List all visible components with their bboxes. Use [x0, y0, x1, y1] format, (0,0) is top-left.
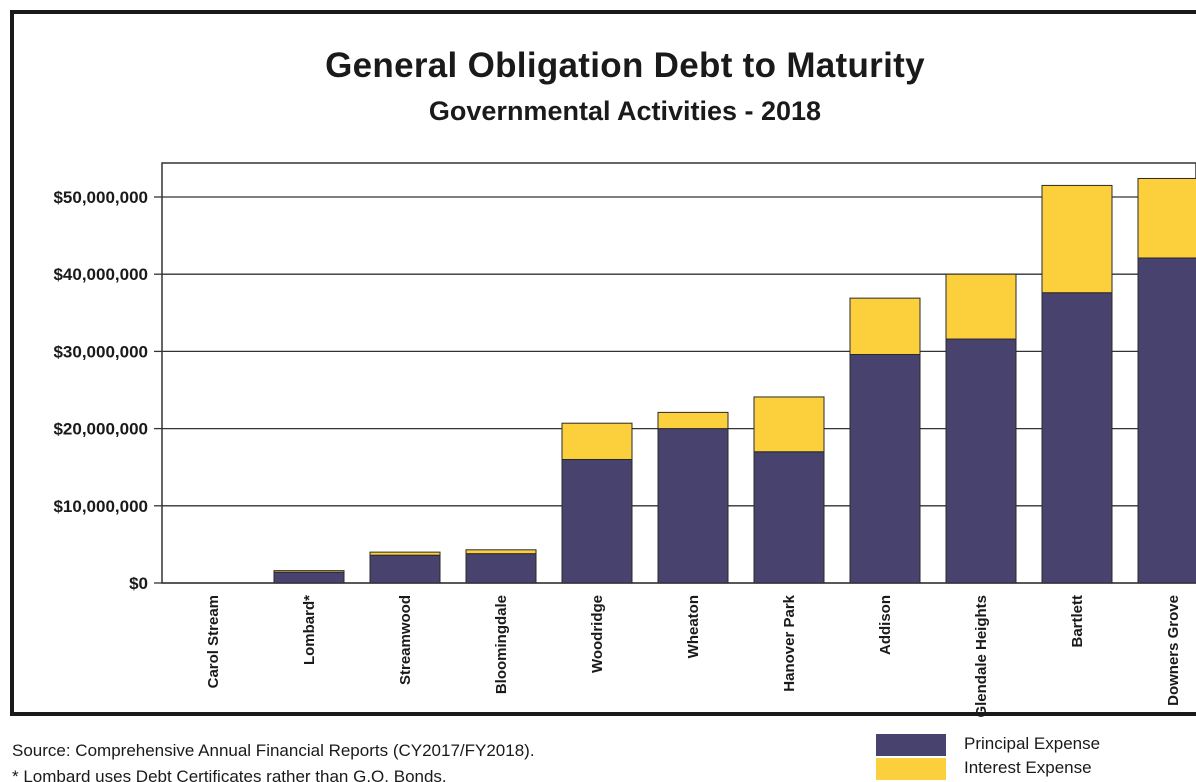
x-tick-label: Hanover Park [781, 594, 798, 691]
bar-interest-addison [849, 297, 921, 355]
footnotes: Source: Comprehensive Annual Financial R… [12, 738, 832, 782]
bar-principal-hanover-park [753, 451, 825, 584]
bar-principal-streamwood [369, 554, 441, 584]
y-tick-label: $20,000,000 [53, 420, 148, 439]
bar-principal-glendale-heights [945, 338, 1017, 584]
x-tick-label: Streamwood [397, 595, 414, 685]
y-axis-ticks: $0 $10,000,000 $20,000,000 $30,000,000 $40,0… [53, 188, 148, 593]
bar-interest-bartlett [1041, 184, 1113, 294]
lombard-note: * Lombard uses Debt Certificates rather … [12, 767, 447, 782]
legend-item-principal: Principal Expense [876, 732, 1196, 758]
y-tick-label: $30,000,000 [53, 342, 148, 361]
x-axis-ticks: Carol Stream Lombard* Streamwood Bloomingda… [205, 594, 1182, 717]
x-tick-label: Downers Grove [1165, 595, 1182, 706]
x-tick-label: Wheaton [685, 595, 702, 658]
y-tick-label: $10,000,000 [53, 497, 148, 516]
bar-principal-wheaton [657, 428, 729, 584]
bar-interest-downers-grove [1137, 177, 1196, 259]
y-tick-label: $50,000,000 [53, 188, 148, 207]
x-tick-label: Bartlett [1069, 595, 1086, 648]
bar-interest-glendale-heights [945, 273, 1017, 340]
y-tick-label: $0 [129, 574, 148, 593]
legend-item-interest: Interest Expense [876, 756, 1196, 782]
source-note: Source: Comprehensive Annual Financial R… [12, 741, 535, 760]
bar-interest-hanover-park [753, 396, 825, 453]
bar-principal-addison [849, 353, 921, 584]
x-tick-label: Addison [877, 595, 894, 655]
bar-principal-bartlett [1041, 292, 1113, 584]
x-tick-label: Woodridge [589, 595, 606, 673]
bar-principal-downers-grove [1137, 257, 1196, 584]
bar-principal-woodridge [561, 458, 633, 584]
y-tick-label: $40,000,000 [53, 265, 148, 284]
bar-interest-bloomingdale [465, 549, 537, 555]
x-tick-label: Bloomingdale [493, 595, 510, 694]
bar-principal-lombard [273, 571, 345, 584]
bar-interest-lombard [273, 570, 345, 573]
bar-interest-wheaton [657, 411, 729, 430]
bar-chart: $0 $10,000,000 $20,000,000 $30,000,000 $40,0… [53, 162, 1196, 718]
bar-principal-bloomingdale [465, 553, 537, 584]
chart-subtitle: Governmental Activities - 2018 [428, 96, 822, 126]
bar-interest-streamwood [369, 551, 441, 556]
chart-title: General Obligation Debt to Maturity [325, 46, 925, 85]
legend-label-interest: Interest Expense [964, 758, 1092, 777]
bar-interest-woodridge [561, 422, 633, 460]
x-tick-label: Lombard* [301, 595, 318, 665]
x-tick-label: Carol Stream [205, 595, 222, 688]
bars [273, 177, 1196, 584]
x-tick-label: Glendale Heights [973, 595, 990, 718]
legend-label-principal: Principal Expense [964, 734, 1101, 753]
legend-swatch-principal [876, 734, 946, 756]
legend-swatch-interest [876, 758, 946, 780]
